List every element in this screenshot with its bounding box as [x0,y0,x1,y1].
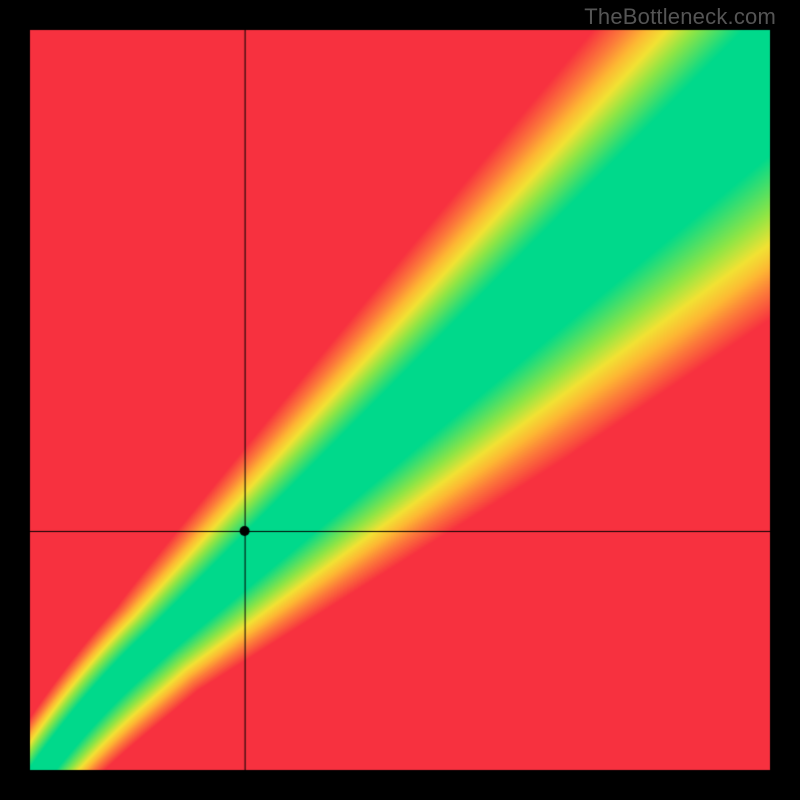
watermark-text: TheBottleneck.com [584,4,776,30]
bottleneck-heatmap [0,0,800,800]
